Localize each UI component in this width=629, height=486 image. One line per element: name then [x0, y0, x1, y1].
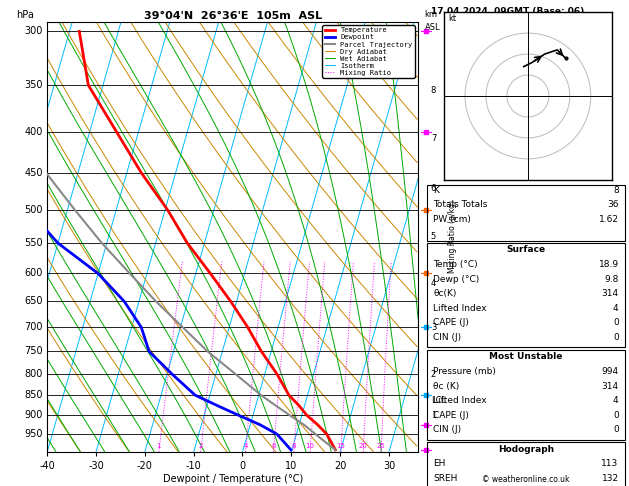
Text: 0: 0: [613, 411, 619, 420]
Text: CAPE (J): CAPE (J): [433, 411, 469, 420]
Text: CAPE (J): CAPE (J): [433, 318, 469, 328]
Text: 2: 2: [431, 369, 436, 379]
Text: Hodograph: Hodograph: [498, 445, 554, 454]
Text: Pressure (mb): Pressure (mb): [433, 367, 496, 376]
Text: ASL: ASL: [425, 22, 440, 32]
Text: 800: 800: [25, 369, 43, 379]
Text: 500: 500: [25, 205, 43, 215]
Text: 550: 550: [24, 238, 43, 248]
Text: 994: 994: [601, 367, 619, 376]
Text: 450: 450: [25, 168, 43, 178]
Text: 400: 400: [25, 127, 43, 137]
X-axis label: Dewpoint / Temperature (°C): Dewpoint / Temperature (°C): [163, 474, 303, 484]
Text: CIN (J): CIN (J): [433, 425, 461, 434]
Text: SREH: SREH: [433, 474, 457, 483]
Text: Lifted Index: Lifted Index: [433, 304, 487, 313]
Text: 18.9: 18.9: [599, 260, 619, 269]
Text: 750: 750: [24, 347, 43, 356]
Text: PW (cm): PW (cm): [433, 215, 471, 224]
Text: Temp (°C): Temp (°C): [433, 260, 477, 269]
Text: 314: 314: [601, 382, 619, 391]
Text: 350: 350: [25, 80, 43, 90]
Text: Mixing Ratio (g/kg): Mixing Ratio (g/kg): [448, 200, 457, 274]
Text: 6: 6: [431, 184, 437, 192]
Text: 132: 132: [601, 474, 619, 483]
Text: 20: 20: [359, 443, 368, 449]
Text: 4: 4: [431, 279, 436, 288]
Text: LCL: LCL: [431, 396, 446, 404]
Text: 0: 0: [613, 425, 619, 434]
Text: 950: 950: [25, 429, 43, 439]
Text: 1: 1: [431, 411, 436, 420]
Text: 3: 3: [431, 323, 437, 332]
Text: Most Unstable: Most Unstable: [489, 352, 562, 362]
Text: 4: 4: [613, 304, 619, 313]
Text: 700: 700: [25, 322, 43, 332]
Text: 8: 8: [613, 186, 619, 195]
Bar: [427, 243, 625, 347]
Bar: [427, 185, 625, 241]
Text: 10: 10: [306, 443, 314, 449]
Text: 25: 25: [377, 443, 386, 449]
Text: Lifted Index: Lifted Index: [433, 396, 487, 405]
Legend: Temperature, Dewpoint, Parcel Trajectory, Dry Adiabat, Wet Adiabat, Isotherm, Mi: Temperature, Dewpoint, Parcel Trajectory…: [323, 25, 415, 78]
Text: K: K: [433, 186, 439, 195]
Bar: [427, 350, 625, 440]
Text: 900: 900: [25, 410, 43, 420]
Text: Totals Totals: Totals Totals: [433, 200, 487, 209]
Text: 850: 850: [25, 390, 43, 400]
Text: 17.04.2024  09GMT (Base: 06): 17.04.2024 09GMT (Base: 06): [431, 7, 584, 17]
Text: θᴄ(K): θᴄ(K): [433, 289, 457, 298]
Text: 1.62: 1.62: [599, 215, 619, 224]
Text: 0: 0: [613, 318, 619, 328]
Text: kt: kt: [448, 14, 457, 22]
Text: 1: 1: [157, 443, 161, 449]
Text: 300: 300: [25, 26, 43, 36]
Text: © weatheronline.co.uk: © weatheronline.co.uk: [482, 474, 570, 484]
Text: 650: 650: [25, 296, 43, 307]
Text: θᴄ (K): θᴄ (K): [433, 382, 459, 391]
Text: 15: 15: [337, 443, 345, 449]
Text: km: km: [425, 10, 438, 19]
Text: 113: 113: [601, 459, 619, 469]
Text: 6: 6: [271, 443, 276, 449]
Text: 314: 314: [601, 289, 619, 298]
Text: 4: 4: [613, 396, 619, 405]
Text: 0: 0: [613, 333, 619, 342]
Text: Dewp (°C): Dewp (°C): [433, 275, 479, 284]
Text: 600: 600: [25, 268, 43, 278]
Text: 4: 4: [243, 443, 248, 449]
Text: 9.8: 9.8: [604, 275, 619, 284]
Text: 8: 8: [292, 443, 296, 449]
Text: hPa: hPa: [16, 10, 33, 20]
Bar: [427, 442, 625, 486]
Text: CIN (J): CIN (J): [433, 333, 461, 342]
Text: 36: 36: [607, 200, 619, 209]
Text: EH: EH: [433, 459, 445, 469]
Text: 2: 2: [198, 443, 203, 449]
Text: Surface: Surface: [506, 245, 545, 255]
Text: 8: 8: [431, 86, 437, 95]
Text: 5: 5: [431, 232, 436, 241]
Title: 39°04'N  26°36'E  105m  ASL: 39°04'N 26°36'E 105m ASL: [143, 11, 322, 21]
Text: 7: 7: [431, 134, 437, 143]
